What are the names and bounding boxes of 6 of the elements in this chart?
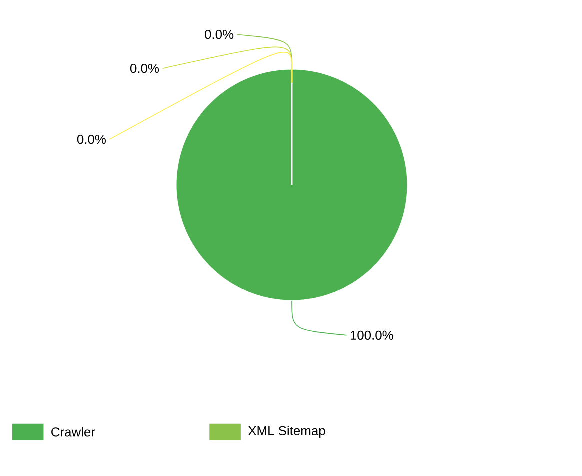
legend-label: XML Sitemap (248, 426, 326, 438)
data-label: 100.0% (350, 330, 394, 340)
text: 0.0% (77, 134, 106, 144)
text: 0.0% (205, 30, 234, 40)
legend-label: Crawler (52, 427, 96, 437)
text: 0.0% (130, 64, 160, 74)
